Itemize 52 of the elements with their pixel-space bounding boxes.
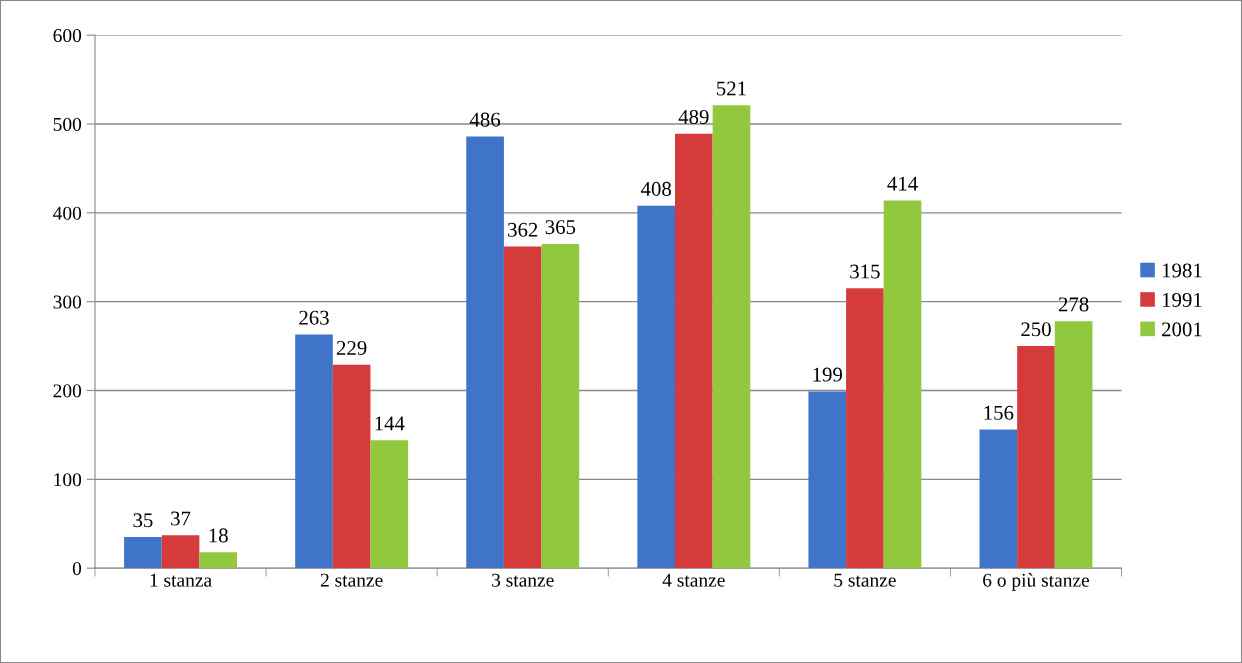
- y-tick-label: 500: [53, 117, 82, 131]
- data-label: 489: [678, 109, 709, 124]
- x-tick-label: 4 stanze: [662, 573, 725, 587]
- bar: [1017, 346, 1055, 569]
- data-label: 199: [813, 367, 843, 382]
- bar: [124, 537, 162, 569]
- data-label: 229: [336, 340, 367, 355]
- bar: [674, 133, 713, 569]
- bar: [295, 334, 333, 569]
- x-tick-label: 3 stanze: [492, 573, 554, 587]
- bar: [1054, 321, 1093, 569]
- data-label: 144: [375, 416, 405, 431]
- bar: [979, 429, 1018, 569]
- y-tick-label: 100: [54, 473, 82, 487]
- data-label: 35: [133, 513, 153, 528]
- data-label: 365: [545, 220, 576, 235]
- data-label: 521: [717, 81, 746, 96]
- bar: [503, 246, 542, 569]
- x-tick-label: 2 stanze: [320, 573, 383, 587]
- bar: [370, 440, 409, 569]
- bar: [199, 552, 238, 569]
- bar: [332, 364, 371, 569]
- bar: [883, 200, 922, 569]
- data-label: 486: [469, 112, 501, 127]
- data-label: 315: [850, 264, 880, 279]
- bar: [161, 535, 200, 569]
- y-tick-label: 300: [53, 295, 82, 309]
- legend-label: 1991: [1162, 292, 1202, 307]
- y-tick-label: 200: [53, 384, 82, 398]
- x-tick-label: 1 stanza: [150, 573, 212, 587]
- y-tick-label: 400: [53, 206, 82, 220]
- data-label: 156: [984, 405, 1014, 420]
- bar: [466, 136, 504, 569]
- data-label: 37: [171, 511, 191, 526]
- data-label: 263: [299, 310, 329, 325]
- data-label: 278: [1058, 297, 1089, 312]
- bar: [712, 105, 751, 569]
- y-tick-label: 0: [72, 562, 82, 576]
- data-label: 362: [508, 222, 538, 237]
- legend-label: 1981: [1162, 263, 1202, 278]
- x-tick-label: 5 stanze: [834, 573, 896, 587]
- data-label: 408: [640, 181, 671, 196]
- legend-label: 2001: [1162, 322, 1202, 337]
- bar: [808, 391, 847, 569]
- bar: [637, 205, 675, 569]
- data-label: 18: [209, 528, 228, 543]
- bar: [846, 288, 884, 569]
- data-label: 250: [1021, 322, 1051, 337]
- y-tick-label: 600: [53, 28, 82, 43]
- x-tick-label: 6 o più stanze: [983, 573, 1090, 591]
- bar: [541, 243, 580, 569]
- data-label: 414: [887, 176, 918, 191]
